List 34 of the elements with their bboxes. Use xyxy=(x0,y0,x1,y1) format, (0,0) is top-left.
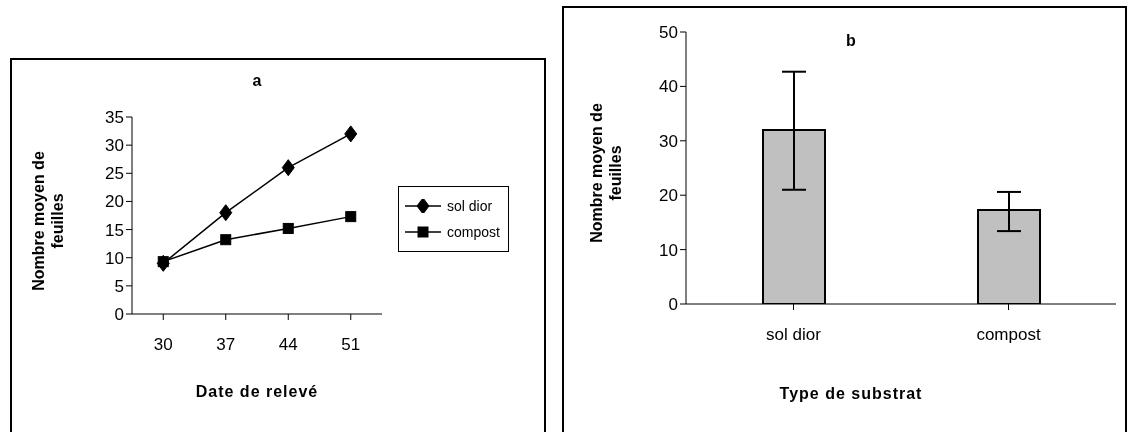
point xyxy=(219,204,233,222)
legend-label: sol dior xyxy=(447,197,493,216)
point xyxy=(344,125,358,143)
x-tick-label: sol dior xyxy=(766,325,822,345)
x-tick-label: 51 xyxy=(341,335,361,355)
chart-title: b xyxy=(845,32,857,50)
x-axis-title: Type de substrat xyxy=(778,385,924,403)
y-tick-label: 10 xyxy=(105,248,124,268)
point xyxy=(281,159,295,177)
chart-title: a xyxy=(251,72,263,90)
y-tick-label: 10 xyxy=(659,240,678,260)
x-tick-label: 30 xyxy=(153,335,173,355)
y-tick-label: 0 xyxy=(114,305,124,325)
point xyxy=(345,211,357,223)
x-tick-label: 44 xyxy=(278,335,298,355)
y-tick-label: 20 xyxy=(105,192,124,212)
x-tick-label: 37 xyxy=(216,335,236,355)
y-tick-label: 40 xyxy=(659,77,678,97)
point xyxy=(282,222,294,234)
y-tick-label: 30 xyxy=(659,131,678,151)
y-tick-label: 0 xyxy=(668,295,678,315)
y-axis-title: Nombre moyen de feuilles xyxy=(587,102,625,245)
y-tick-label: 20 xyxy=(659,186,678,206)
y-tick-label: 5 xyxy=(114,276,124,296)
y-tick-label: 25 xyxy=(105,164,124,184)
legend-label: compost xyxy=(447,223,500,242)
y-tick-label: 30 xyxy=(105,136,124,156)
x-axis-title: Date de relevé xyxy=(194,383,320,401)
y-tick-label: 15 xyxy=(105,220,124,240)
y-axis-title: Nombre moyen de feuilles xyxy=(29,149,67,293)
y-tick-label: 35 xyxy=(105,108,124,128)
point xyxy=(220,234,232,246)
x-tick-label: compost xyxy=(976,325,1041,345)
y-tick-label: 50 xyxy=(659,23,678,43)
